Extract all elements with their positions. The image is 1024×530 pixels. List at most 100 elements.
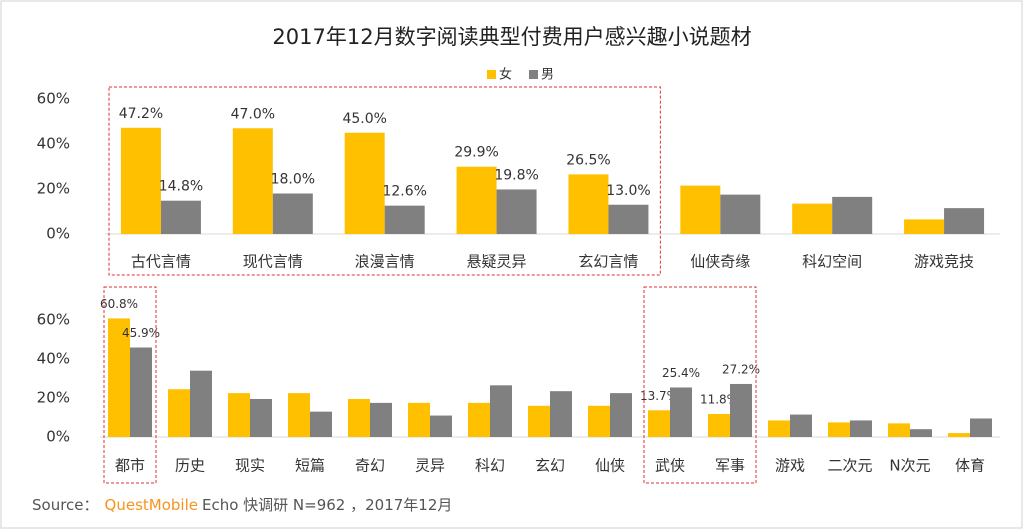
bar [310,411,332,437]
bar [228,393,250,437]
y-tick-label: 40% [37,135,70,153]
bar [948,433,970,437]
value-label: 12.6% [382,184,426,200]
bar [828,422,850,437]
bar [456,166,497,234]
bar [768,420,790,437]
value-label: 27.2% [722,362,760,376]
bar [468,402,490,437]
x-tick-label: 武侠 [655,457,685,475]
source-brand: QuestMobile [105,496,198,514]
x-tick-label: 古代言情 [131,253,191,271]
x-tick-label: 现代言情 [243,253,303,271]
bar [190,370,212,437]
highlight-box [108,86,661,276]
bar [680,185,721,234]
x-tick-label: 游戏竞技 [914,253,974,271]
bar [730,383,752,437]
legend-swatch [529,70,538,79]
bar [648,410,670,437]
x-tick-label: 都市 [115,457,145,475]
highlight-box [103,286,157,484]
bar [120,127,161,234]
bar [272,193,313,234]
value-label: 47.2% [119,106,163,122]
bar [904,219,945,234]
x-tick-label: N次元 [889,457,930,475]
bar [370,402,392,437]
y-tick-label: 0% [46,428,70,446]
bar [832,196,873,234]
x-tick-label: 现实 [235,457,265,475]
bar [130,347,152,437]
bar [496,189,537,234]
bar [430,415,452,437]
x-tick-label: 仙侠 [595,457,625,475]
source-rest: Echo 快调研 N=962 ，2017年12月 [202,496,452,514]
bar [970,418,992,437]
x-tick-label: 体育 [955,457,985,475]
bar [944,208,985,234]
value-label: 26.5% [566,152,610,168]
bar [250,398,272,437]
legend-swatch [487,70,496,79]
bar [720,194,761,234]
bar [888,423,910,437]
x-tick-label: 历史 [175,457,205,475]
bar [608,204,649,234]
bar [344,132,385,234]
x-tick-label: 玄幻言情 [578,253,638,271]
x-tick-label: 悬疑灵异 [467,253,527,271]
x-tick-label: 短篇 [295,457,325,475]
bar [708,413,730,437]
bar [232,128,273,234]
bar [790,414,812,437]
value-label: 45.9% [122,326,160,340]
x-tick-label: 仙侠奇缘 [690,253,750,271]
bar [108,318,130,437]
bar [528,405,550,437]
source: Source： QuestMobile Echo 快调研 N=962 ，2017年1… [32,496,452,514]
bar [348,398,370,437]
bar [850,420,872,437]
value-label: 45.0% [342,111,386,127]
value-label: 18.0% [271,172,315,188]
bar [910,429,932,437]
x-tick-label: 灵异 [415,457,445,475]
value-label: 60.8% [100,297,138,311]
x-tick-label: 奇幻 [355,457,385,475]
x-tick-label: 二次元 [827,457,872,475]
x-tick-label: 科幻 [475,457,505,475]
value-label: 19.8% [494,167,538,183]
value-label: 29.9% [454,145,498,161]
bar [610,393,632,437]
value-label: 25.4% [662,366,700,380]
bar [168,389,190,437]
x-tick-label: 军事 [715,457,745,475]
value-label: 47.0% [231,106,275,122]
bar [408,402,430,437]
legend-label: 男 [541,68,554,83]
bar [568,174,609,234]
legend-label: 女 [499,67,512,83]
highlight-box [643,286,757,484]
bar [588,405,610,437]
x-tick-label: 科幻空间 [802,253,862,271]
y-tick-label: 40% [37,350,70,368]
value-label: 11.8% [700,392,738,406]
x-tick-label: 玄幻 [535,457,565,475]
bar [792,203,833,234]
value-label: 13.7% [640,389,678,403]
bar [288,393,310,437]
bar [670,387,692,437]
x-tick-label: 浪漫言情 [355,253,415,271]
y-tick-label: 60% [37,90,70,108]
source-label: Source： [32,496,99,514]
y-tick-label: 20% [37,180,70,198]
y-tick-label: 20% [37,389,70,407]
bar [160,200,201,234]
value-label: 13.0% [606,183,650,199]
chart-title: 2017年12月数字阅读典型付费用户感兴趣小说题材 [272,25,751,49]
